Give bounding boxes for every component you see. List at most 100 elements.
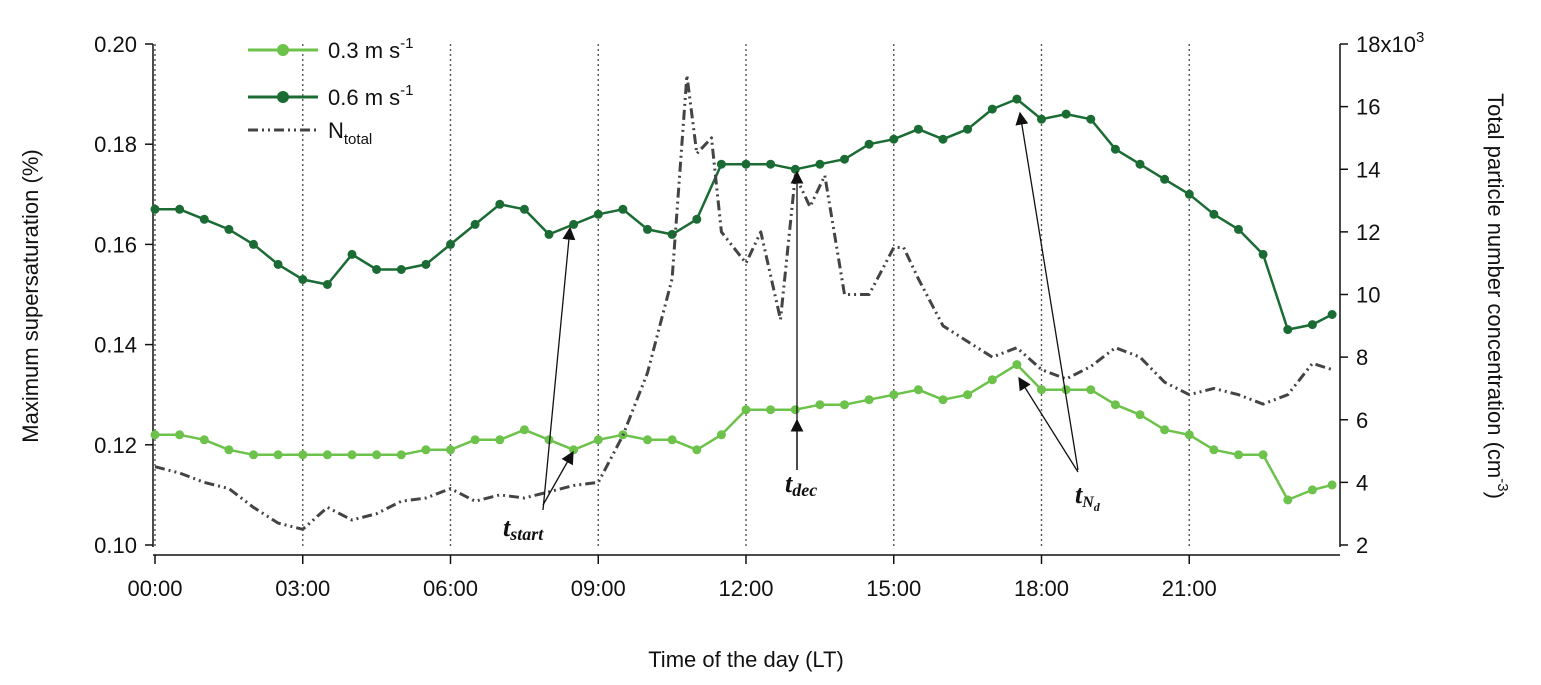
left-tick-label-5: 0.20 xyxy=(94,32,137,57)
series-0-point-25 xyxy=(766,405,776,415)
legend-label-0.3: 0.3 m s-1 xyxy=(328,35,413,63)
series-1-point-46 xyxy=(1283,325,1293,335)
legend: 0.3 m s-1 0.6 m s-1 Ntotal xyxy=(248,35,413,148)
series-1-point-25 xyxy=(766,159,776,169)
series-0-point-7 xyxy=(322,450,332,460)
left-tick-label-1: 0.12 xyxy=(94,433,137,458)
series-1-point-16 xyxy=(544,229,554,239)
right-tick-label-7: 16 xyxy=(1356,95,1380,120)
series-0-point-3 xyxy=(224,445,234,455)
series-1-point-4 xyxy=(249,239,258,249)
series-1-point-17 xyxy=(569,219,579,229)
t-nd-arrow-2 xyxy=(1018,376,1079,473)
series-1-point-24 xyxy=(741,159,751,169)
series-1-point-36 xyxy=(1037,114,1046,124)
series-1-point-29 xyxy=(864,139,874,149)
t-nd-arrow-1 xyxy=(1015,111,1079,471)
series-0-point-4 xyxy=(249,450,258,460)
left-axis-title: Maximum supersaturation (%) xyxy=(18,149,43,442)
series-0-point-40 xyxy=(1135,410,1145,420)
series-0-point-9 xyxy=(372,450,382,460)
left-tick-label-2: 0.14 xyxy=(94,333,137,358)
series-1-point-30 xyxy=(889,134,899,144)
right-axis-title: Total particle number concentration (cm-… xyxy=(1483,93,1511,499)
series-1-point-1 xyxy=(175,204,185,214)
right-tick-label-6: 14 xyxy=(1356,157,1380,182)
x-tick-label-0: 00:00 xyxy=(127,576,182,601)
legend-label-0.6: 0.6 m s-1 xyxy=(328,82,413,110)
series-0-point-36 xyxy=(1037,385,1046,395)
x-tick-label-3: 09:00 xyxy=(571,576,626,601)
series-1-point-28 xyxy=(840,154,849,164)
left-tick-label-4: 0.18 xyxy=(94,132,137,157)
series-0-point-23 xyxy=(716,430,726,440)
series-1-point-42 xyxy=(1184,189,1194,199)
series-1-point-18 xyxy=(593,209,603,219)
series-1-point-2 xyxy=(199,214,209,224)
series-0-point-46 xyxy=(1283,495,1293,505)
series-1-point-15 xyxy=(519,204,529,214)
series-0-point-41 xyxy=(1160,425,1170,435)
series-1-point-23 xyxy=(716,159,726,169)
t-start-arrow-1 xyxy=(542,226,576,511)
t-nd-label: tNd xyxy=(1075,480,1101,514)
right-tick-label-2: 6 xyxy=(1356,408,1368,433)
series-0-point-13 xyxy=(470,435,480,445)
right-tick-label-8: 18x103 xyxy=(1356,29,1424,57)
series-0-point-37 xyxy=(1061,385,1071,395)
series-1-point-7 xyxy=(322,280,332,289)
series-1-point-10 xyxy=(396,265,406,274)
left-tick-label-0: 0.10 xyxy=(94,533,137,558)
x-tick-label-1: 03:00 xyxy=(275,576,330,601)
series-1-point-38 xyxy=(1086,114,1096,124)
x-axis-title: Time of the day (LT) xyxy=(648,647,844,672)
right-tick-label-5: 12 xyxy=(1356,220,1380,245)
series-1-point-44 xyxy=(1234,224,1243,234)
series-1-point-27 xyxy=(815,159,825,169)
series-1-point-26 xyxy=(790,164,800,174)
series-1-point-19 xyxy=(618,204,628,214)
series-0-point-1 xyxy=(175,430,185,440)
legend-entry-0.3: 0.3 m s-1 xyxy=(248,35,413,63)
series-0-point-18 xyxy=(593,435,603,445)
series-0-point-6 xyxy=(298,450,308,460)
series-1-point-41 xyxy=(1160,174,1170,184)
series-0-point-34 xyxy=(987,375,997,385)
series-0-point-5 xyxy=(273,450,283,460)
series-0-point-38 xyxy=(1086,385,1096,395)
series-0-point-2 xyxy=(199,435,209,445)
series-0-point-42 xyxy=(1184,430,1194,440)
series-1-point-43 xyxy=(1209,209,1219,219)
series-1-point-20 xyxy=(643,224,652,234)
series-line-0 xyxy=(155,363,1333,502)
series-1-point-21 xyxy=(667,229,677,239)
right-tick-label-4: 10 xyxy=(1356,283,1380,308)
right-tick-label-1: 4 xyxy=(1356,470,1368,495)
series-1-point-11 xyxy=(421,259,431,269)
series-1-point-22 xyxy=(692,214,702,224)
x-tick-label-4: 12:00 xyxy=(718,576,773,601)
series-0-point-47 xyxy=(1307,485,1317,495)
series-0-point-26 xyxy=(790,405,800,415)
series-0-point-27 xyxy=(815,400,825,410)
series-0-point-32 xyxy=(938,395,948,405)
t-dec-label: tdec xyxy=(785,469,817,500)
vertical-grid-lines xyxy=(154,44,1190,547)
right-tick-label-3: 8 xyxy=(1356,345,1368,370)
series-0-point-11 xyxy=(421,445,431,455)
legend-label-ntotal: Ntotal xyxy=(328,118,372,148)
series-1-point-35 xyxy=(1012,94,1022,104)
series-0-point-17 xyxy=(569,445,579,455)
series-1-point-33 xyxy=(963,124,973,134)
left-tick-label-3: 0.16 xyxy=(94,232,137,257)
series-1-point-47 xyxy=(1307,320,1317,330)
series-1-point-8 xyxy=(347,249,357,259)
series-0-point-0 xyxy=(150,430,160,440)
t-start-arrow-2 xyxy=(542,450,574,506)
series-0-point-21 xyxy=(667,435,677,445)
series-0-point-20 xyxy=(643,435,652,445)
series-1-point-5 xyxy=(273,259,283,269)
series-0-point-24 xyxy=(741,405,751,415)
series-0-point-29 xyxy=(864,395,874,405)
series-1-point-14 xyxy=(495,199,505,209)
